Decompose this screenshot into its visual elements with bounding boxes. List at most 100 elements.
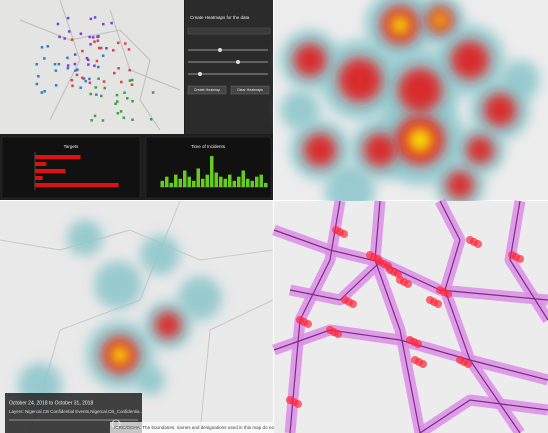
map-point [131,99,134,103]
button-label[interactable]: Clear Heatmaps [237,88,263,92]
map-point [89,17,93,21]
heat-blob [338,58,382,102]
incident-dot [404,280,412,288]
map-point [81,49,84,53]
map-point [89,92,92,96]
incident-dot [419,360,427,368]
map-point [99,46,103,50]
heat-blob [483,93,517,127]
map-point [76,68,79,71]
bar [219,176,223,187]
map-point [66,16,70,20]
chart-title: Time of Incidents [191,144,226,149]
map-point [95,93,98,96]
map-point [70,78,73,82]
map-point [81,76,84,80]
map-point [90,119,93,122]
map-point [86,58,90,62]
map-point [128,79,132,82]
button[interactable] [187,85,227,95]
map-point [110,21,113,25]
map-point [100,94,103,98]
bar [255,176,259,187]
route-line [509,200,548,321]
bar [160,180,164,187]
map-point [54,69,58,72]
button-label[interactable]: Create Heatmap [194,88,220,92]
map-point [151,91,155,94]
map-point [87,63,90,66]
bar [35,155,81,159]
map-point [85,56,89,60]
map-point [113,71,116,75]
map-point [101,54,105,57]
bar [237,176,241,187]
map-point [102,80,106,83]
map-point [40,46,44,49]
map-point [126,97,129,100]
map-point [127,48,131,51]
heat-blob [466,136,494,164]
bar [169,182,173,187]
map-point [97,65,100,69]
map-point [112,49,115,52]
heat-blob [398,68,442,112]
map-point [93,114,97,118]
map-point [130,83,134,86]
map-point [73,53,77,56]
map-point [73,62,77,66]
attribution-bg [110,422,273,433]
map-points [35,16,155,122]
chart-title: Targets [64,144,80,149]
dropdown[interactable] [187,27,271,35]
route-line [273,329,548,381]
map-point [43,57,46,60]
map-point [37,75,40,78]
map-point [93,16,97,19]
bar [187,176,191,187]
map-point [120,80,123,84]
incident-dot [340,230,348,238]
map-point [131,78,134,82]
heat-blob [280,90,320,130]
routes [272,198,548,433]
map-point [97,35,100,38]
incident-dot [294,400,302,408]
dashboard-map [0,0,184,134]
bar [205,174,209,187]
bar [192,180,196,187]
map-point [66,64,70,67]
heat-blob [94,261,142,309]
map-point [88,35,91,39]
map-point [53,62,57,66]
map-point [54,84,58,87]
route-line [289,261,381,301]
map-point [124,42,127,45]
button[interactable] [230,85,270,95]
map-point [97,77,100,81]
heat-blob [446,171,474,199]
route-line [374,200,421,433]
heat-blob [110,345,130,365]
map-point [116,111,120,115]
heat-blob [500,60,540,100]
incident-dot [464,360,472,368]
bar [264,182,268,187]
map-point [93,64,96,67]
bar [214,172,218,187]
targets-panel [1,136,141,199]
map-point [43,89,46,93]
heat-blob [363,133,397,167]
bar [196,168,200,187]
heat-blob [135,365,165,395]
bar [201,178,205,187]
bar [35,162,47,166]
map-point [115,93,119,97]
attribution: ICRC/OCHA. The boundaries, names and des… [114,425,289,430]
heat-blob [450,40,490,80]
bar [174,174,178,187]
map-point [35,62,38,66]
timeline-dates: October 24, 2018 to October 31, 2018 [9,400,93,406]
route-line [419,399,548,433]
